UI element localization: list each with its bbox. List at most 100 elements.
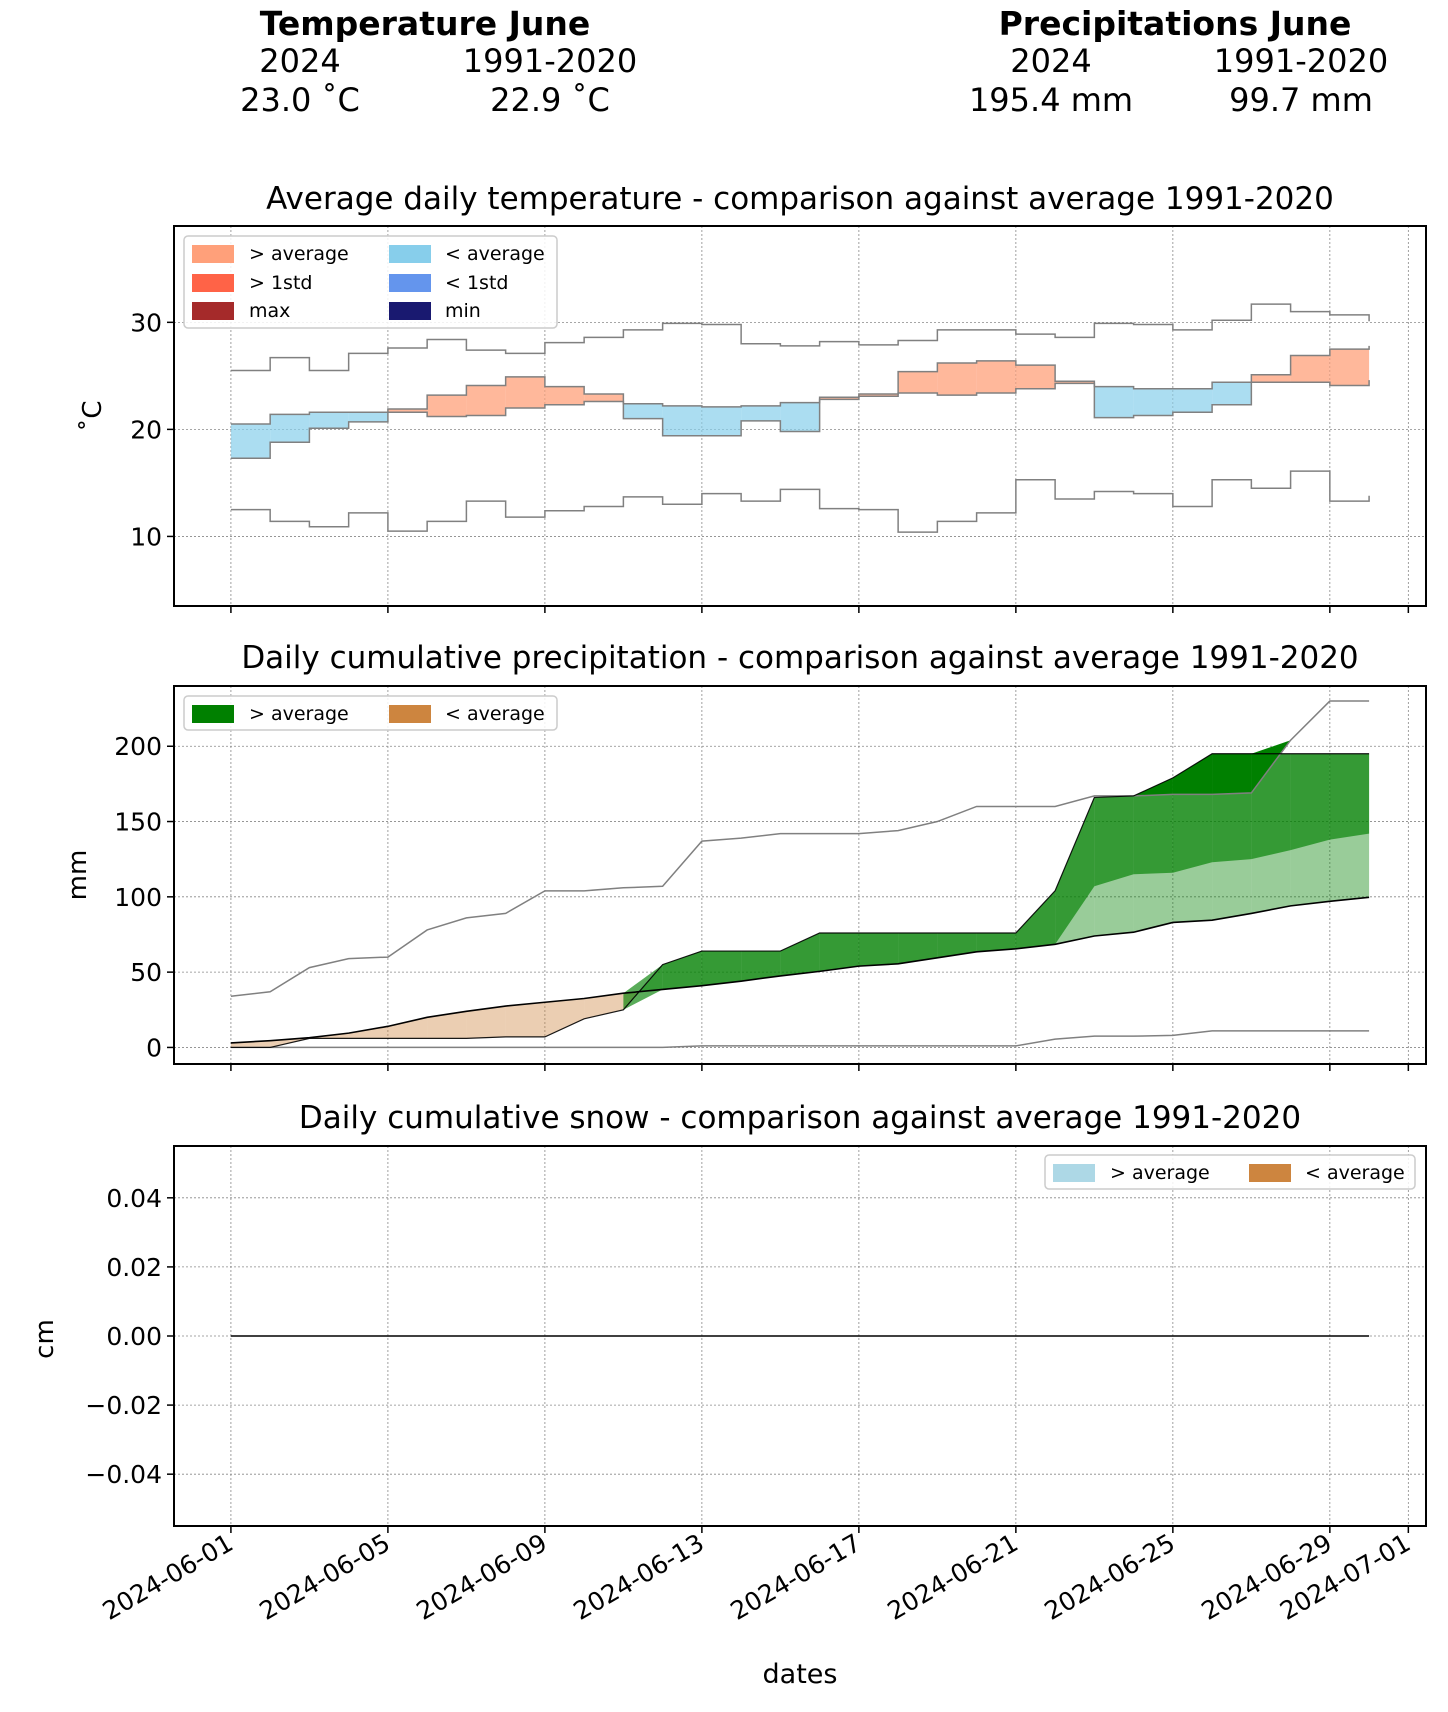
- temp-above-average-bar: [427, 395, 467, 417]
- temp-below-average-bar: [780, 402, 820, 432]
- snow-legend-box: [1044, 1154, 1416, 1190]
- prec-below-average-area: [387, 1017, 428, 1039]
- legend-label-above-1std: > 1std: [249, 272, 312, 294]
- temp-below-average-bar: [1094, 386, 1134, 418]
- snow-legend: > average < average: [1044, 1154, 1416, 1190]
- legend-swatch-snow-below-average: [1249, 1164, 1291, 1182]
- temperature-panel: Average daily temperature - comparison a…: [78, 181, 1427, 613]
- precipitation-2024-label: 2024: [1010, 42, 1091, 80]
- temperature-1991-2020-value: 22.9 ˚C: [490, 81, 610, 119]
- prec-above-1std-area: [1329, 753, 1370, 840]
- x-tick-label: 2024-06-17: [726, 1528, 866, 1626]
- snow-y-label: cm: [30, 1319, 60, 1359]
- temp-above-average-bar: [898, 371, 938, 393]
- temp-below-average-bar: [230, 424, 271, 459]
- prec-above-1std-area: [780, 932, 820, 976]
- temperature-legend-box: [183, 235, 558, 329]
- prec-y-tick-label: 150: [114, 808, 162, 837]
- legend-label-min: min: [445, 300, 481, 322]
- legend-label-precip-below-average: < average: [445, 703, 545, 725]
- prec-above-1std-area: [1133, 777, 1173, 875]
- legend-swatch-below-1std: [389, 274, 431, 292]
- legend-label-below-1std: < 1std: [445, 272, 508, 294]
- prec-above-1std-area: [1015, 890, 1056, 949]
- temperature-fills: [230, 349, 1370, 459]
- legend-label-below-average: < average: [445, 243, 545, 265]
- precipitation-chart-title: Daily cumulative precipitation - compari…: [241, 640, 1358, 676]
- legend-label-max: max: [249, 300, 290, 322]
- precipitation-plot-frame: [173, 685, 1427, 1065]
- temperature-y-label: ˚C: [78, 400, 108, 431]
- legend-label-snow-below-average: < average: [1305, 1162, 1405, 1184]
- temperature-legend: > average > 1std max < average < 1std mi…: [183, 235, 558, 329]
- precipitation-1991-2020-label: 1991-2020: [1214, 42, 1388, 80]
- x-tick-label: 2024-06-05: [255, 1528, 395, 1626]
- temp-above-average-bar: [1015, 365, 1056, 389]
- prec-below-average-area: [505, 1002, 545, 1037]
- temp-below-average-bar: [1133, 388, 1173, 416]
- precipitation-1991-2020-value: 99.7 mm: [1229, 81, 1373, 119]
- temp-below-average-bar: [701, 406, 742, 436]
- precipitation-legend-box: [183, 695, 558, 731]
- prec-below-average-area: [427, 1011, 467, 1039]
- precipitation-2024-value: 195.4 mm: [969, 81, 1133, 119]
- temp-below-average-bar: [1172, 388, 1213, 413]
- temp-line-min: [230, 470, 1370, 533]
- prec-line-max: [230, 700, 1370, 997]
- snow-y-tick-label: −0.04: [85, 1460, 162, 1489]
- prec-above-1std-area: [1290, 753, 1330, 851]
- temp-below-average-bar: [309, 412, 349, 429]
- precipitation-summary: Precipitations June 2024 1991-2020 195.4…: [969, 4, 1388, 119]
- snow-y-tick-label: 0.00: [106, 1322, 162, 1351]
- temp-y-tick-label: 30: [130, 308, 162, 337]
- prec-above-1std-area: [741, 951, 781, 982]
- precipitation-lines: [230, 700, 1370, 1049]
- temp-line-average-1991-2020: [230, 380, 1370, 425]
- precipitation-panel: Daily cumulative precipitation - compari…: [63, 640, 1427, 1071]
- snow-y-tick-label: −0.02: [85, 1391, 162, 1420]
- temp-above-average-bar: [819, 397, 859, 400]
- temp-below-average-bar: [270, 414, 310, 443]
- prec-line-min: [230, 1030, 1370, 1049]
- precipitation-y-label: mm: [63, 850, 93, 901]
- temp-below-average-bar: [623, 403, 663, 419]
- temperature-1991-2020-label: 1991-2020: [463, 42, 637, 80]
- legend-label-precip-above-average: > average: [249, 703, 349, 725]
- prec-above-1std-area: [937, 932, 977, 958]
- precipitation-y-ticks: 0 50 100 150 200: [114, 732, 174, 1062]
- prec-below-average-area: [230, 1040, 271, 1048]
- prec-line-2024: [230, 753, 1370, 1049]
- snow-x-ticks: 2024-06-01 2024-06-05 2024-06-09 2024-06-13…: [98, 1526, 1415, 1626]
- legend-swatch-max: [192, 302, 234, 320]
- x-tick-label: 2024-06-09: [412, 1528, 552, 1626]
- temp-above-average-bar: [1329, 349, 1370, 386]
- legend-swatch-precip-above-average: [192, 705, 234, 723]
- prec-below-average-area: [348, 1026, 388, 1039]
- temp-above-average-bar: [858, 394, 899, 397]
- precipitation-legend: > average < average: [183, 695, 558, 731]
- prec-above-max-area: [1172, 753, 1213, 795]
- temp-above-average-bar: [976, 360, 1016, 393]
- snow-y-tick-label: 0.02: [106, 1253, 162, 1282]
- x-tick-label: 2024-06-21: [883, 1528, 1023, 1626]
- temp-above-average-bar: [584, 394, 624, 402]
- temp-above-average-bar: [1251, 374, 1291, 383]
- precipitation-x-ticks: [230, 1064, 1410, 1071]
- x-tick-label: 2024-06-25: [1040, 1528, 1180, 1626]
- temp-above-average-bar: [505, 376, 545, 408]
- prec-above-1std-area: [1055, 797, 1095, 945]
- temperature-2024-value: 23.0 ˚C: [240, 81, 360, 119]
- temp-above-average-bar: [387, 409, 428, 413]
- temperature-summary-title: Temperature June: [260, 4, 591, 43]
- temp-line-max: [230, 303, 1370, 372]
- temp-below-average-bar: [1212, 382, 1252, 405]
- prec-y-tick-label: 100: [114, 883, 162, 912]
- snow-panel: Daily cumulative snow - comparison again…: [30, 1100, 1427, 1690]
- prec-below-average-area: [584, 993, 624, 1019]
- prec-above-1std-area: [662, 951, 702, 990]
- prec-y-tick-label: 50: [130, 958, 162, 987]
- prec-above-max-area: [1212, 753, 1252, 795]
- temperature-summary: Temperature June 2024 1991-2020 23.0 ˚C …: [240, 4, 637, 119]
- temp-above-average-bar: [1290, 355, 1330, 383]
